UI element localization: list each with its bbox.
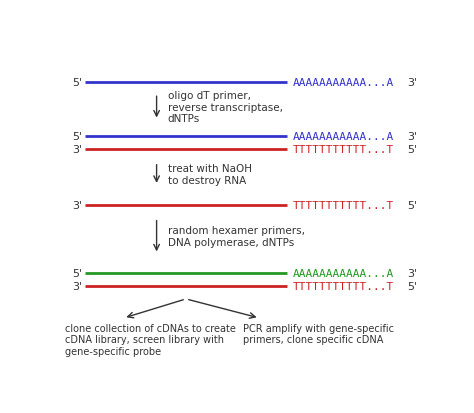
Text: clone collection of cDNAs to create
cDNA library, screen library with
gene-speci: clone collection of cDNAs to create cDNA… [65,323,236,356]
Text: 3': 3' [407,78,418,88]
Text: treat with NaOH
to destroy RNA: treat with NaOH to destroy RNA [168,164,252,185]
Text: 5': 5' [407,145,418,155]
Text: 5': 5' [72,78,82,88]
Text: AAAAAAAAAAA...A: AAAAAAAAAAA...A [292,132,394,142]
Text: 5': 5' [72,269,82,279]
Text: 5': 5' [72,132,82,142]
Text: TTTTTTTTTTT...T: TTTTTTTTTTT...T [292,200,394,210]
Text: AAAAAAAAAAA...A: AAAAAAAAAAA...A [292,78,394,88]
Text: random hexamer primers,
DNA polymerase, dNTPs: random hexamer primers, DNA polymerase, … [168,225,305,247]
Text: oligo dT primer,
reverse transcriptase,
dNTPs: oligo dT primer, reverse transcriptase, … [168,91,283,124]
Text: 5': 5' [407,200,418,210]
Text: AAAAAAAAAAA...A: AAAAAAAAAAA...A [292,269,394,279]
Text: TTTTTTTTTTT...T: TTTTTTTTTTT...T [292,145,394,155]
Text: 3': 3' [407,269,418,279]
Text: 3': 3' [407,132,418,142]
Text: 3': 3' [72,282,82,292]
Text: 5': 5' [407,282,418,292]
Text: 3': 3' [72,200,82,210]
Text: 3': 3' [72,145,82,155]
Text: TTTTTTTTTTT...T: TTTTTTTTTTT...T [292,282,394,292]
Text: PCR amplify with gene-specific
primers, clone specific cDNA: PCR amplify with gene-specific primers, … [243,323,394,344]
